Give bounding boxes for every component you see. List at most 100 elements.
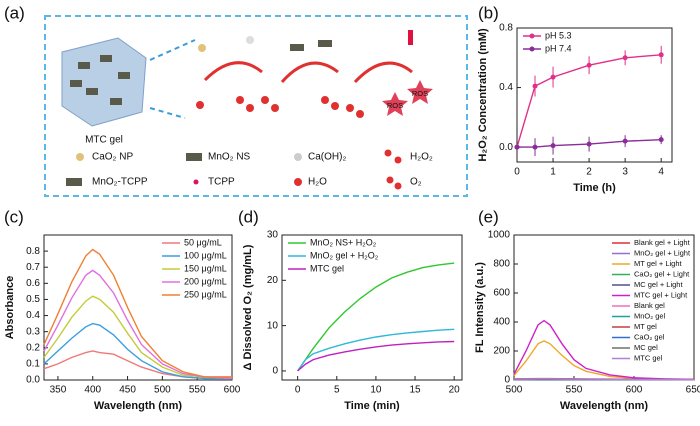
series-line: [43, 248, 232, 378]
legend-icon: [193, 179, 199, 185]
icon: [290, 44, 304, 51]
y-tick-label: 600: [493, 288, 510, 299]
x-tick-label: 550: [189, 385, 206, 396]
x-tick-label: 500: [506, 385, 523, 396]
data-point: [622, 55, 628, 61]
x-tick-label: 2: [586, 167, 592, 178]
series-line: [297, 328, 455, 372]
y-tick-label: 10: [267, 320, 279, 331]
laser: [408, 30, 413, 45]
y-tick-label: 0: [504, 375, 510, 386]
legend-text: MnO₂ NS: [208, 152, 251, 163]
nanosheets: [70, 55, 130, 105]
x-axis-title: Wavelength (nm): [560, 400, 649, 412]
diagram-legend: CaO₂ NP MnO₂ NS Ca(OH)₂ H₂O₂ MnO₂-TCPP T…: [66, 149, 433, 190]
y-tick-label: 0.3: [26, 326, 40, 337]
y-tick-label: 0.0: [499, 142, 513, 153]
series-line: [43, 350, 232, 380]
legend-text: MnO₂-TCPP: [92, 177, 148, 188]
legend-label: pH 5.3: [545, 30, 572, 40]
legend-label: MTC gel + Light: [634, 290, 688, 299]
data-point: [550, 143, 556, 149]
icon: [246, 36, 254, 44]
icon: [198, 44, 206, 52]
y-tick-label: 800: [493, 259, 510, 270]
legend-icon: [294, 153, 302, 161]
legend-label: MC gel + Light: [634, 280, 683, 289]
data-point: [658, 52, 664, 58]
x-tick-label: 20: [449, 385, 461, 396]
y-tick-label: 400: [493, 317, 510, 328]
legend-label: MnO₂ gel: [634, 311, 666, 320]
diagram-box: [44, 15, 468, 197]
series-line: [297, 262, 455, 372]
series-line: [43, 322, 232, 380]
legend-label: MC gel: [634, 343, 658, 352]
data-point: [586, 62, 592, 68]
x-tick-label: 5: [334, 385, 340, 396]
legend-label: MT gel: [634, 322, 657, 331]
panel-label: (d): [238, 207, 259, 226]
x-tick-label: 3: [622, 167, 628, 178]
reaction-arrows: [203, 61, 413, 84]
legend-label: 150 μg/mL: [184, 263, 227, 273]
data-point: [532, 144, 538, 150]
x-tick-label: 550: [566, 385, 583, 396]
y-axis-title: FL Intensity (a.u.): [474, 262, 486, 353]
series-line: [517, 139, 662, 148]
legend-label: 200 μg/mL: [184, 276, 227, 286]
x-tick-label: 1: [550, 167, 556, 178]
legend-text: H₂O: [308, 177, 327, 188]
y-tick-label: 0.5: [26, 294, 40, 305]
series-line: [43, 269, 233, 380]
data-point: [532, 83, 538, 89]
ros-label: ROS: [412, 89, 428, 98]
gel-cube: [61, 37, 147, 127]
x-tick-label: 650: [686, 385, 700, 396]
ros-star: [382, 92, 408, 116]
legend-label: Blank gel: [634, 301, 665, 310]
legend-marker: [529, 46, 535, 52]
x-tick-label: 15: [409, 385, 421, 396]
panel-label: (b): [478, 3, 499, 22]
data-point: [550, 74, 556, 80]
legend-label: MTC gel: [310, 263, 344, 273]
series-line: [513, 378, 695, 381]
series-line: [513, 319, 695, 380]
y-tick-label: 0.8: [499, 23, 513, 34]
legend-label: MT gel + Light: [634, 259, 683, 268]
legend-text: H₂O₂: [410, 152, 433, 163]
diagram: (a) MTC gel ROS ROS CaO₂ NP MnO₂ NS: [4, 3, 468, 197]
legend-text: Ca(OH)₂: [308, 152, 346, 163]
x-tick-label: 0: [295, 385, 301, 396]
legend-icon: [394, 182, 402, 190]
y-tick-label: 30: [267, 230, 279, 241]
series-line: [43, 295, 233, 380]
legend-icon: [186, 153, 202, 161]
y-axis-title: Δ Dissolved O₂ (mg/mL): [242, 244, 254, 370]
legend-label: CaO₂ gel + Light: [634, 269, 690, 278]
x-tick-label: 450: [119, 385, 136, 396]
x-tick-label: 0: [514, 167, 520, 178]
data-point: [586, 141, 592, 147]
legend-label: Blank gel + Light: [634, 238, 691, 247]
legend-label: MTC gel: [634, 353, 663, 362]
molecules: [196, 96, 364, 118]
legend-icon: [394, 156, 402, 164]
legend-label: pH 7.4: [545, 43, 572, 53]
y-tick-label: 0.0: [26, 375, 40, 386]
data-point: [658, 137, 664, 143]
x-tick-label: 400: [84, 385, 101, 396]
legend-label: CaO₂ gel: [634, 332, 665, 341]
x-tick-label: 10: [370, 385, 382, 396]
legend-text: O₂: [410, 177, 422, 188]
panel-label: (a): [4, 3, 25, 22]
panel-label: (c): [4, 207, 24, 226]
plot-frame: [281, 234, 463, 381]
series-line: [516, 54, 662, 148]
y-tick-label: 0.4: [26, 310, 40, 321]
y-tick-label: 0: [272, 366, 278, 377]
panel-label: (e): [478, 207, 499, 226]
x-tick-label: 4: [658, 167, 664, 178]
gel-label: MTC gel: [85, 135, 123, 146]
